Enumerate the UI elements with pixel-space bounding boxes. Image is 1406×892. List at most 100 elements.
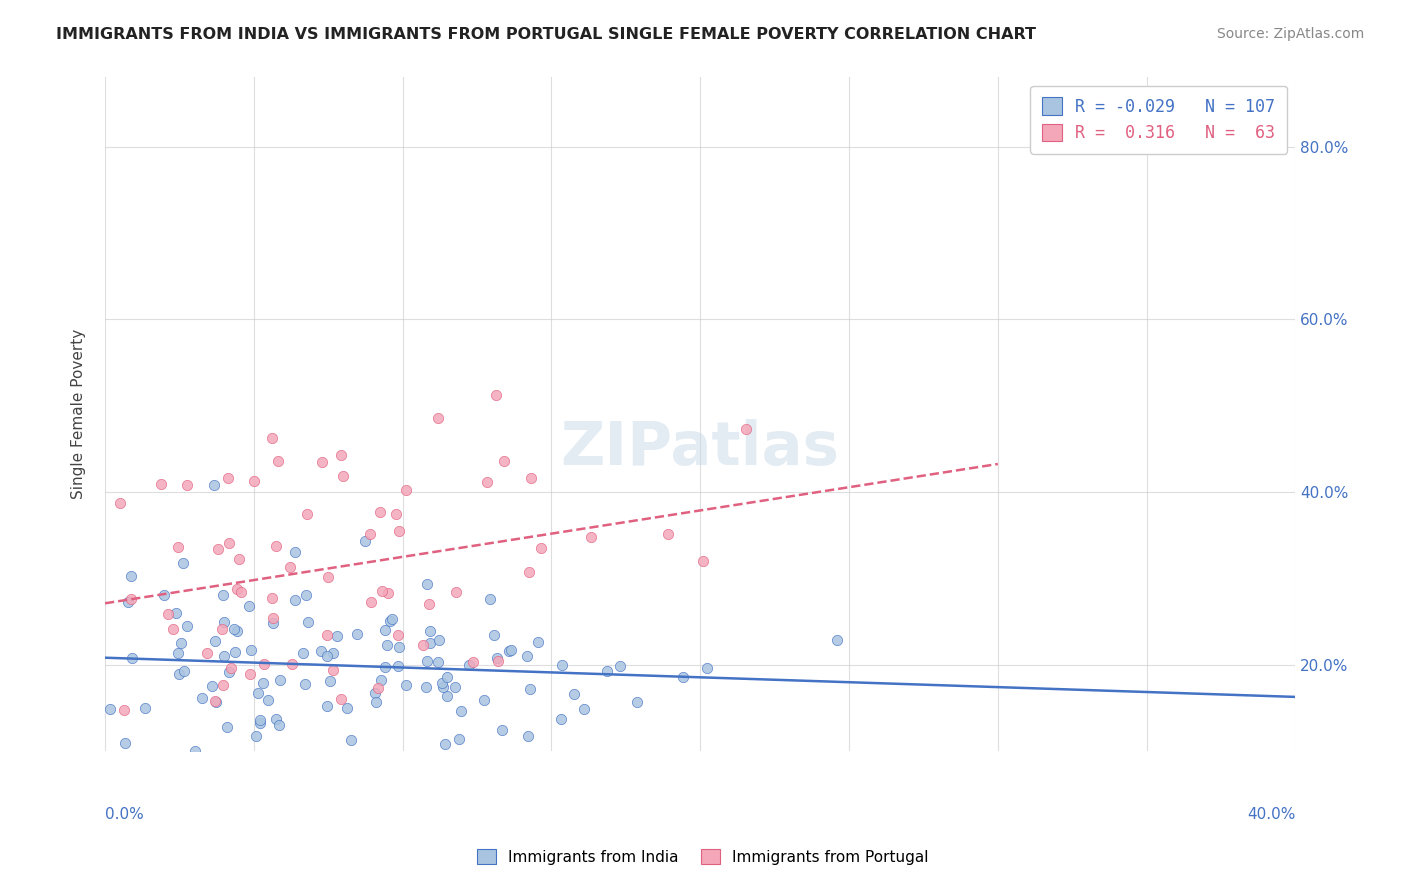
Point — [114, 736, 136, 750]
Point — [260, 591, 283, 606]
Point — [226, 582, 249, 597]
Point — [516, 648, 538, 663]
Point — [165, 607, 187, 621]
Point — [316, 698, 339, 713]
Point — [463, 655, 485, 669]
Point — [478, 592, 501, 607]
Point — [262, 615, 284, 630]
Point — [297, 615, 319, 629]
Point — [243, 474, 266, 488]
Point — [671, 670, 693, 684]
Point — [696, 660, 718, 674]
Point — [233, 756, 256, 770]
Point — [387, 658, 409, 673]
Point — [297, 508, 319, 522]
Point — [204, 752, 226, 766]
Text: IMMIGRANTS FROM INDIA VS IMMIGRANTS FROM PORTUGAL SINGLE FEMALE POVERTY CORRELAT: IMMIGRANTS FROM INDIA VS IMMIGRANTS FROM… — [56, 27, 1036, 42]
Point — [329, 448, 352, 462]
Point — [197, 646, 219, 660]
Text: 40.0%: 40.0% — [1247, 807, 1295, 822]
Point — [172, 557, 194, 571]
Point — [284, 593, 307, 607]
Point — [149, 477, 172, 491]
Point — [432, 680, 454, 694]
Point — [735, 422, 758, 436]
Point — [378, 614, 401, 628]
Point — [204, 693, 226, 707]
Point — [418, 597, 440, 611]
Point — [562, 687, 585, 701]
Point — [319, 674, 342, 689]
Point — [204, 695, 226, 709]
Point — [167, 540, 190, 554]
Point — [322, 646, 344, 660]
Point — [336, 701, 359, 715]
Point — [447, 732, 470, 747]
Point — [492, 454, 515, 468]
Point — [207, 542, 229, 557]
Point — [249, 713, 271, 727]
Point — [176, 478, 198, 492]
Point — [291, 646, 314, 660]
Point — [238, 667, 260, 681]
Point — [520, 471, 543, 485]
Point — [222, 622, 245, 636]
Point — [212, 615, 235, 629]
Point — [517, 566, 540, 580]
Text: 0.0%: 0.0% — [105, 807, 143, 822]
Point — [318, 570, 340, 584]
Point — [486, 651, 509, 665]
Point — [284, 545, 307, 559]
Point — [167, 667, 190, 681]
Point — [388, 640, 411, 654]
Point — [224, 645, 246, 659]
Point — [315, 628, 337, 642]
Point — [370, 673, 392, 687]
Point — [117, 595, 139, 609]
Point — [519, 682, 541, 697]
Point — [329, 692, 352, 706]
Point — [427, 632, 450, 647]
Point — [458, 658, 481, 673]
Point — [191, 691, 214, 706]
Point — [215, 721, 238, 735]
Point — [427, 411, 450, 425]
Point — [260, 431, 283, 445]
Point — [367, 681, 389, 695]
Point — [626, 695, 648, 709]
Point — [228, 552, 250, 566]
Point — [204, 634, 226, 648]
Point — [444, 585, 467, 599]
Point — [482, 628, 505, 642]
Point — [419, 635, 441, 649]
Point — [211, 678, 233, 692]
Point — [184, 744, 207, 758]
Point — [371, 584, 394, 599]
Point — [112, 703, 135, 717]
Point — [217, 471, 239, 485]
Point — [430, 676, 453, 690]
Point — [218, 665, 240, 679]
Point — [134, 700, 156, 714]
Point — [121, 651, 143, 665]
Point — [825, 632, 848, 647]
Legend: R = -0.029   N = 107, R =  0.316   N =  63: R = -0.029 N = 107, R = 0.316 N = 63 — [1031, 86, 1286, 153]
Point — [364, 686, 387, 700]
Point — [491, 723, 513, 737]
Point — [269, 673, 291, 688]
Point — [322, 663, 344, 677]
Point — [219, 661, 242, 675]
Point — [381, 612, 404, 626]
Point — [166, 646, 188, 660]
Point — [170, 636, 193, 650]
Point — [269, 717, 291, 731]
Point — [295, 588, 318, 602]
Point — [551, 657, 574, 672]
Point — [436, 689, 458, 703]
Point — [517, 729, 540, 743]
Text: Source: ZipAtlas.com: Source: ZipAtlas.com — [1216, 27, 1364, 41]
Point — [395, 483, 418, 498]
Point — [280, 559, 302, 574]
Point — [426, 655, 449, 669]
Point — [416, 654, 439, 668]
